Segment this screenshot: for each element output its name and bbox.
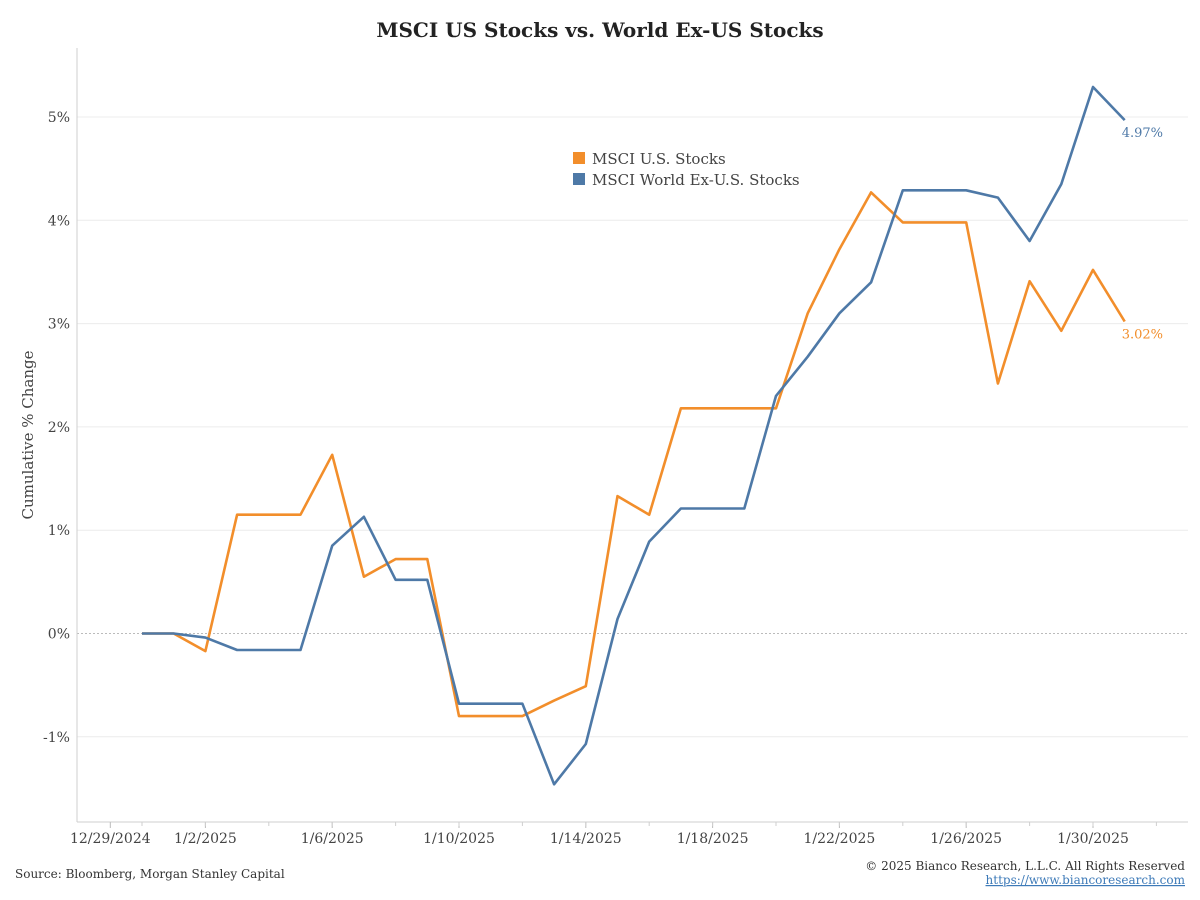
axes xyxy=(76,48,1188,823)
y-axis-ticks: -1% 0% 1% 2% 3% 4% 5% xyxy=(43,110,70,746)
series-line-world xyxy=(142,85,1126,786)
x-tick-label: 1/26/2025 xyxy=(930,831,1002,847)
x-tick-label: 12/29/2024 xyxy=(70,831,151,847)
y-tick-label: 2% xyxy=(48,420,70,436)
end-label-world: 4.97% xyxy=(1122,126,1163,141)
x-tick-label: 1/30/2025 xyxy=(1057,831,1129,847)
x-tick-label: 1/2/2025 xyxy=(174,831,237,847)
x-tick-label: 1/18/2025 xyxy=(677,831,749,847)
legend-swatch-world xyxy=(573,173,585,185)
legend-swatch-us xyxy=(573,152,585,164)
y-tick-label: 0% xyxy=(48,627,70,643)
x-tick-label: 1/6/2025 xyxy=(301,831,364,847)
y-axis-label: Cumulative % Change xyxy=(19,350,37,519)
end-label-us: 3.02% xyxy=(1122,328,1163,343)
copyright-note: © 2025 Bianco Research, L.L.C. All Right… xyxy=(865,859,1185,873)
x-tick-label: 1/14/2025 xyxy=(550,831,622,847)
website-link[interactable]: https://www.biancoresearch.com xyxy=(986,873,1186,887)
source-note: Source: Bloomberg, Morgan Stanley Capita… xyxy=(15,867,285,881)
chart-title: MSCI US Stocks vs. World Ex-US Stocks xyxy=(376,18,823,42)
y-tick-label: -1% xyxy=(43,730,70,746)
x-tick-label: 1/22/2025 xyxy=(804,831,876,847)
legend: MSCI U.S. Stocks MSCI World Ex-U.S. Stoc… xyxy=(573,150,800,189)
series-lines: 3.02% 4.97% xyxy=(142,85,1163,786)
gridlines xyxy=(77,116,1188,738)
y-tick-label: 4% xyxy=(48,213,70,229)
x-tick-label: 1/10/2025 xyxy=(423,831,495,847)
y-tick-label: 1% xyxy=(48,523,70,539)
legend-label-us: MSCI U.S. Stocks xyxy=(592,150,726,168)
series-line-us xyxy=(142,191,1126,718)
y-tick-label: 5% xyxy=(48,110,70,126)
legend-label-world: MSCI World Ex-U.S. Stocks xyxy=(592,171,800,189)
x-axis-ticks: 12/29/2024 1/2/2025 1/6/2025 1/10/2025 1/14/… xyxy=(70,822,1157,847)
y-tick-label: 3% xyxy=(48,317,70,333)
